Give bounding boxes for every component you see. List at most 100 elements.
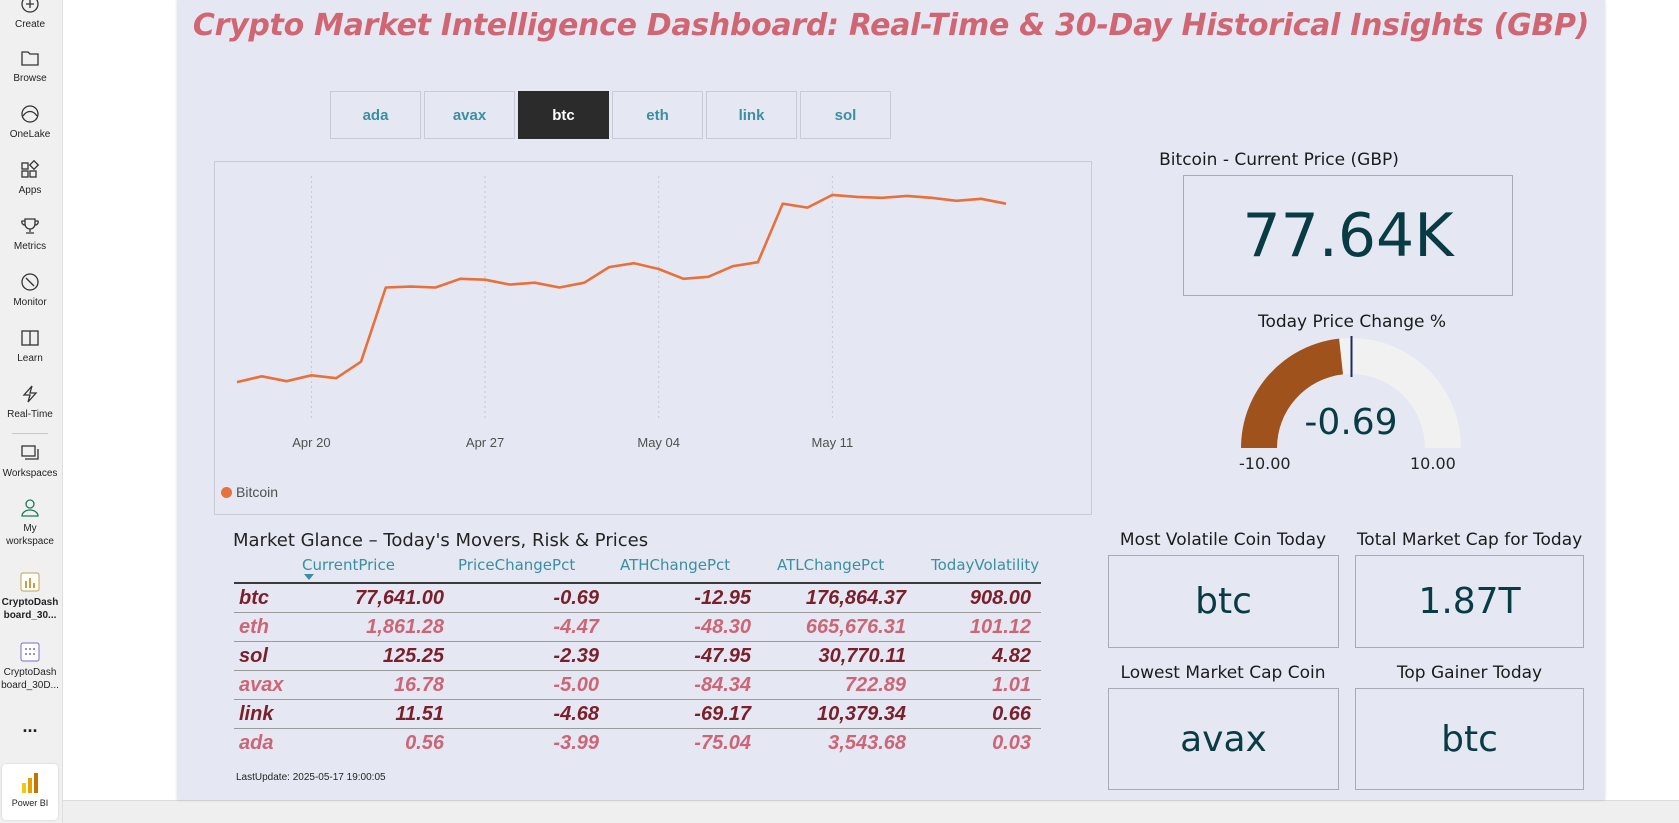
cell-ath: -48.30 <box>694 616 751 638</box>
power-bi-switcher[interactable]: Power BI <box>2 764 58 820</box>
cell-atl: 176,864.37 <box>805 587 906 609</box>
col-header-athchangepct[interactable]: ATHChangePct <box>620 556 731 574</box>
cell-coin: eth <box>239 616 269 638</box>
cell-chg: -4.68 <box>553 703 599 725</box>
table-title: Market Glance – Today's Movers, Risk & P… <box>233 530 649 551</box>
trophy-icon <box>21 218 39 234</box>
cell-coin: link <box>239 703 274 725</box>
cell-vol: 908.00 <box>969 587 1031 609</box>
slicer-link[interactable]: link <box>706 91 797 139</box>
table-row[interactable]: eth 1,861.28 -4.47 -48.30 665,676.31 101.12 <box>234 613 1041 642</box>
nav-divider <box>12 433 48 434</box>
x-tick-label: May 04 <box>637 435 680 450</box>
cell-chg: -5.00 <box>553 674 599 696</box>
cell-ath: -69.17 <box>694 703 751 725</box>
nav-create[interactable]: Create <box>0 0 60 31</box>
lightning-icon <box>22 385 38 403</box>
nav-create-label: Create <box>14 19 45 30</box>
cell-vol: 1.01 <box>992 674 1031 696</box>
line-chart-svg: Apr 20 Apr 27 May 04 May 11 <box>236 176 1007 450</box>
card-total-market-cap: 1.87T <box>1355 555 1584 648</box>
chart-legend: Bitcoin <box>221 484 278 500</box>
cell-price: 1,861.28 <box>366 616 444 638</box>
nav-metrics[interactable]: Metrics <box>0 216 60 253</box>
cell-coin: btc <box>239 587 269 609</box>
power-bi-icon <box>22 773 38 793</box>
cell-vol: 0.03 <box>992 732 1031 754</box>
card-top-gainer: btc <box>1355 688 1584 790</box>
card-value-lowest-market-cap: avax <box>1180 718 1267 760</box>
user-icon <box>21 499 39 517</box>
card-value-total-market-cap: 1.87T <box>1418 581 1521 622</box>
dataset-icon <box>20 642 40 662</box>
nav-my-workspace[interactable]: My workspace <box>0 498 60 548</box>
nav-workspaces-label: Workspaces <box>2 468 58 479</box>
power-bi-label: Power BI <box>11 798 49 808</box>
slicer-eth[interactable]: eth <box>612 91 703 139</box>
card-title-top-gainer: Top Gainer Today <box>1396 663 1543 683</box>
col-header-currentprice[interactable]: CurrentPrice <box>302 556 395 574</box>
table-row[interactable]: sol 125.25 -2.39 -47.95 30,770.11 4.82 <box>234 642 1041 671</box>
cell-coin: sol <box>239 645 268 667</box>
nav-workspaces[interactable]: Workspaces <box>0 443 60 480</box>
nav-realtime[interactable]: Real-Time <box>0 384 60 421</box>
report-page: Crypto Market Intelligence Dashboard: Re… <box>177 0 1605 800</box>
table-row[interactable]: btc 77,641.00 -0.69 -12.95 176,864.37 908.00 <box>234 584 1041 613</box>
nav-realtime-label: Real-Time <box>7 409 53 420</box>
nav-monitor[interactable]: Monitor <box>0 272 60 309</box>
table-row[interactable]: avax 16.78 -5.00 -84.34 722.89 1.01 <box>234 671 1041 700</box>
nav-learn[interactable]: Learn <box>0 328 60 365</box>
nav-onelake[interactable]: OneLake <box>0 104 60 141</box>
col-header-todayvolatility[interactable]: TodayVolatility <box>931 556 1040 574</box>
card-value-top-gainer: btc <box>1441 718 1498 760</box>
apps-icon <box>21 160 40 178</box>
table-row[interactable]: ada 0.56 -3.99 -75.04 3,543.68 0.03 <box>234 729 1041 758</box>
nav-dataset-crypto[interactable]: CryptoDash board_30D... <box>0 642 60 692</box>
bitcoin-price-line[interactable] <box>236 193 1007 384</box>
folder-icon <box>21 51 39 66</box>
x-tick-label: Apr 27 <box>466 435 504 450</box>
cell-chg: -0.69 <box>553 587 599 609</box>
onelake-icon <box>21 105 39 123</box>
cell-price: 125.25 <box>382 645 444 667</box>
cell-vol: 101.12 <box>969 616 1031 638</box>
slicer-avax[interactable]: avax <box>424 91 515 139</box>
card-title-total-market-cap: Total Market Cap for Today <box>1356 530 1583 550</box>
nav-my-workspace-label: My workspace <box>6 523 54 547</box>
table-row[interactable]: link 11.51 -4.68 -69.17 10,379.34 0.66 <box>234 700 1041 729</box>
slicer-ada[interactable]: ada <box>330 91 421 139</box>
nav-browse[interactable]: Browse <box>0 48 60 85</box>
x-tick-label: May 11 <box>812 435 854 450</box>
more-options-button[interactable]: ... <box>0 716 60 736</box>
price-card-value: 77.64K <box>1242 200 1454 271</box>
nav-report-crypto[interactable]: CryptoDash board_30... <box>0 572 60 622</box>
workspaces-icon <box>21 445 39 460</box>
slicer-sol[interactable]: sol <box>800 91 891 139</box>
nav-monitor-label: Monitor <box>13 297 47 308</box>
nav-apps[interactable]: Apps <box>0 160 60 197</box>
gauge-min-label: -10.00 <box>1239 454 1291 473</box>
sort-desc-icon <box>304 574 314 580</box>
gauge-max-label: 10.00 <box>1410 454 1456 473</box>
price-line-chart[interactable]: Apr 20 Apr 27 May 04 May 11 Bitcoin <box>214 161 1092 515</box>
cell-ath: -47.95 <box>694 645 751 667</box>
cell-coin: avax <box>239 674 284 696</box>
slicer-btc[interactable]: btc <box>518 91 609 139</box>
gauge-title: Today Price Change % <box>1257 312 1447 332</box>
table-body: btc 77,641.00 -0.69 -12.95 176,864.37 908.00 e… <box>234 584 1041 758</box>
report-title: Crypto Market Intelligence Dashboard: Re… <box>192 8 1590 43</box>
monitor-icon <box>21 273 39 291</box>
cell-ath: -84.34 <box>694 674 751 696</box>
nav-metrics-label: Metrics <box>13 241 47 252</box>
col-header-pricechangepct[interactable]: PriceChangePct <box>458 556 576 574</box>
cell-ath: -12.95 <box>694 587 751 609</box>
cell-chg: -4.47 <box>553 616 599 638</box>
cell-price: 16.78 <box>393 674 444 696</box>
col-header-atlchangepct[interactable]: ATLChangePct <box>777 556 885 574</box>
plus-icon <box>21 0 39 13</box>
cell-ath: -75.04 <box>694 732 751 754</box>
table-header-row: CurrentPrice PriceChangePct ATHChangePct… <box>234 556 1041 584</box>
card-most-volatile: btc <box>1108 555 1339 648</box>
more-options-label: ... <box>22 716 38 736</box>
bottom-bar <box>63 800 1679 823</box>
